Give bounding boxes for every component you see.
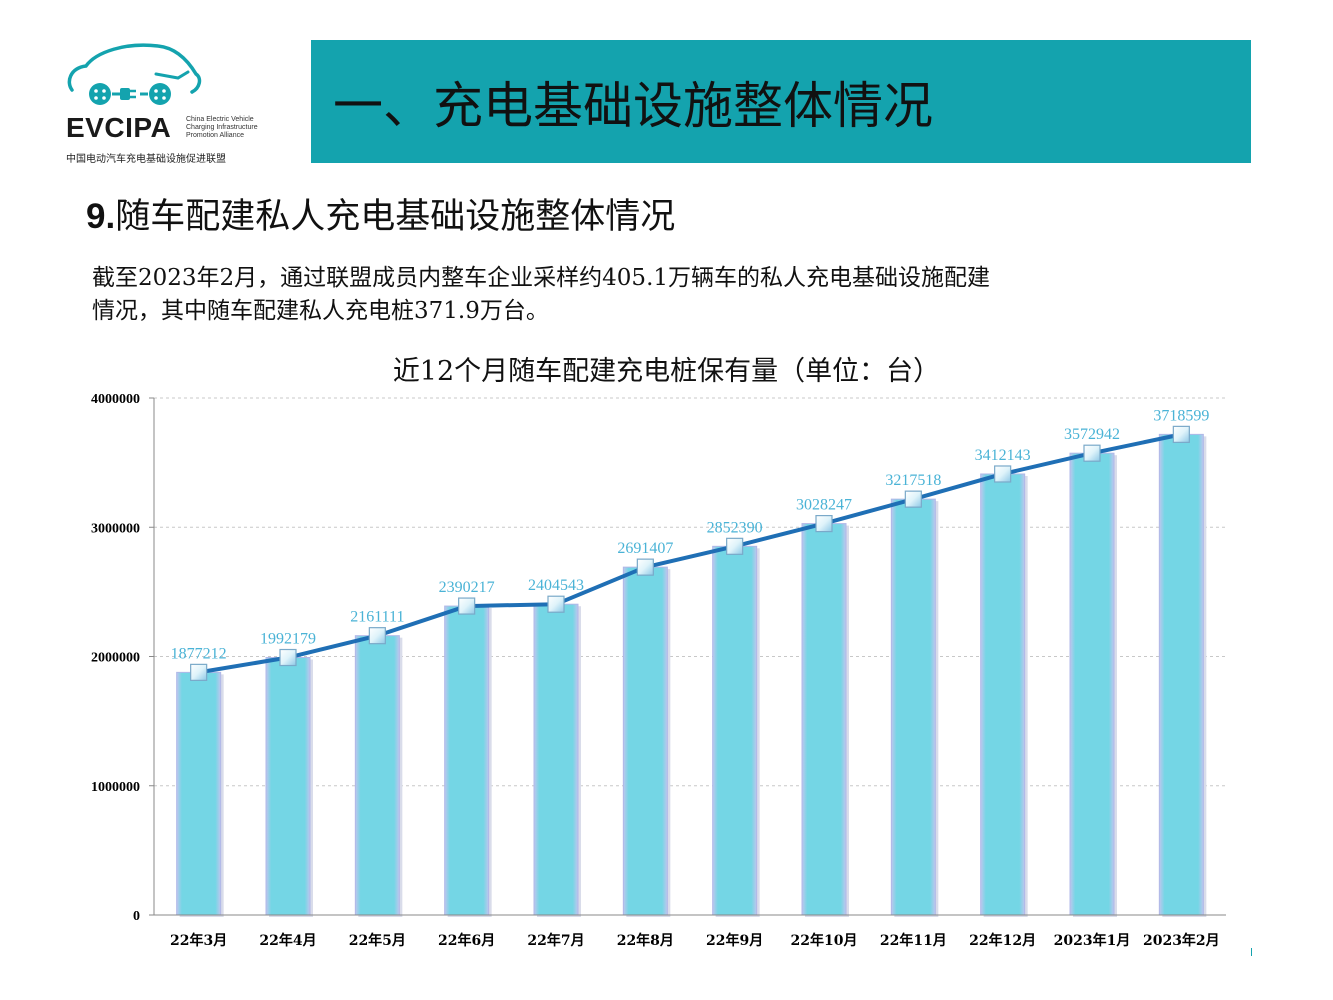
data-label: 2390217 [439, 579, 495, 596]
bar [1069, 452, 1115, 916]
logo-wordmark: EVCIPA [66, 112, 172, 143]
line-marker [368, 627, 386, 645]
line-marker [458, 597, 476, 615]
line-marker [547, 595, 565, 613]
line-marker [279, 648, 297, 667]
y-tick-label: 4000000 [91, 392, 140, 407]
description-line-1: 截至2023年2月，通过联盟成员内整车企业采样约405.1万辆车的私人充电基础设… [92, 265, 991, 291]
bar [1158, 433, 1204, 916]
line-marker [1083, 444, 1101, 462]
x-tick-label: 22年3月 [170, 932, 227, 949]
x-tick-label: 2023年2月 [1143, 932, 1220, 949]
line-marker [726, 537, 744, 555]
data-label: 2161111 [350, 609, 404, 626]
data-label: 2852390 [707, 519, 763, 536]
data-label: 3217518 [885, 472, 941, 489]
x-tick-label: 22年10月 [791, 932, 858, 949]
line-marker [815, 514, 833, 533]
x-tick-label: 2023年1月 [1054, 932, 1131, 949]
x-tick-label: 22年4月 [259, 932, 316, 949]
description-line-2: 情况，其中随车配建私人充电桩371.9万台。 [92, 298, 549, 324]
evcipa-logo: EVCIPA China Electric Vehicle Charging I… [60, 38, 280, 168]
x-tick-label: 22年9月 [706, 932, 763, 949]
data-label: 3718599 [1153, 407, 1209, 424]
data-label: 1877212 [171, 645, 227, 662]
y-tick-label: 2000000 [91, 651, 140, 666]
bar [890, 498, 936, 916]
x-tick-label: 22年7月 [527, 932, 584, 949]
x-tick-label: 22年11月 [880, 932, 947, 949]
line-marker [636, 558, 654, 576]
bar [622, 566, 668, 916]
bar [444, 605, 490, 916]
data-label: 2404543 [528, 577, 584, 594]
section-title: 随车配建私人充电基础设施整体情况 [115, 197, 676, 237]
bar [354, 635, 400, 916]
data-label: 1992179 [260, 631, 316, 648]
y-tick-label: 3000000 [91, 521, 140, 536]
y-tick-label: 1000000 [91, 780, 140, 795]
series-line [198, 432, 1182, 675]
bar [980, 473, 1026, 916]
logo-chinese-name: 中国电动汽车充电基础设施促进联盟 [66, 154, 226, 165]
section-number: 9. [86, 197, 116, 236]
chart-title: 近12个月随车配建充电桩保有量（单位：台） [392, 356, 941, 387]
header-band: 一、充电基础设施整体情况 [311, 40, 1251, 163]
data-label: 3572942 [1064, 426, 1120, 443]
line-marker [904, 490, 922, 508]
bar [265, 657, 311, 916]
y-tick-label: 0 [133, 909, 140, 924]
x-tick-label: 22年5月 [349, 932, 406, 949]
bar [533, 603, 579, 916]
bar [712, 545, 758, 916]
data-label: 3028247 [796, 497, 852, 514]
line-marker [190, 663, 208, 681]
bar [176, 671, 222, 916]
section-heading: 9.随车配建私人充电基础设施整体情况 [86, 188, 675, 239]
page-title: 一、充电基础设施整体情况 [333, 76, 933, 135]
line-marker [1172, 425, 1190, 443]
data-label: 2691407 [617, 540, 673, 557]
x-tick-label: 22年8月 [617, 932, 674, 949]
data-label: 3412143 [975, 447, 1031, 464]
line-marker [994, 465, 1012, 483]
edge-mark [1251, 948, 1252, 956]
x-tick-label: 22年6月 [438, 932, 495, 949]
description: 截至2023年2月，通过联盟成员内整车企业采样约405.1万辆车的私人充电基础设… [92, 262, 1272, 328]
logo-english-name: China Electric Vehicle Charging Infrastr… [186, 116, 258, 139]
ev-car-plug-logo-icon [67, 43, 202, 105]
bar [801, 523, 847, 916]
x-tick-label: 22年12月 [969, 932, 1036, 949]
